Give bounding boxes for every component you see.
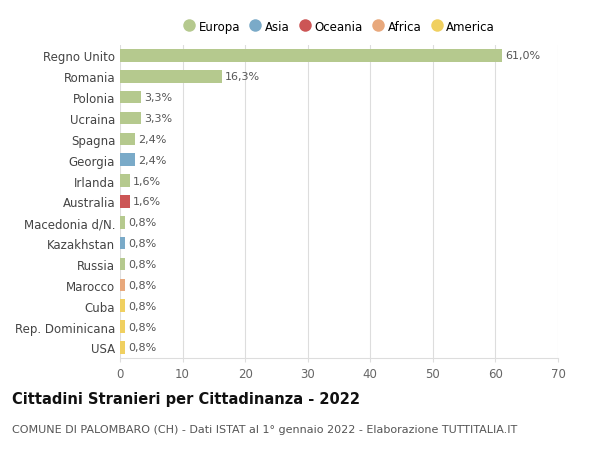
Text: 0,8%: 0,8% — [128, 342, 157, 353]
Bar — [120, 258, 125, 271]
Bar — [120, 341, 125, 354]
Text: Cittadini Stranieri per Cittadinanza - 2022: Cittadini Stranieri per Cittadinanza - 2… — [12, 391, 360, 406]
Text: 61,0%: 61,0% — [505, 51, 540, 62]
Text: 0,8%: 0,8% — [128, 322, 157, 332]
Text: 0,8%: 0,8% — [128, 259, 157, 269]
Bar — [120, 50, 502, 62]
Text: 0,8%: 0,8% — [128, 218, 157, 228]
Text: 3,3%: 3,3% — [144, 114, 172, 124]
Text: 2,4%: 2,4% — [138, 155, 167, 165]
Bar — [120, 71, 222, 84]
Legend: Europa, Asia, Oceania, Africa, America: Europa, Asia, Oceania, Africa, America — [183, 21, 495, 34]
Bar — [120, 196, 130, 208]
Bar — [120, 300, 125, 312]
Text: 16,3%: 16,3% — [225, 72, 260, 82]
Text: 0,8%: 0,8% — [128, 280, 157, 290]
Text: 1,6%: 1,6% — [133, 197, 161, 207]
Bar — [120, 133, 135, 146]
Text: 1,6%: 1,6% — [133, 176, 161, 186]
Bar — [120, 237, 125, 250]
Bar — [120, 175, 130, 187]
Bar — [120, 92, 140, 104]
Bar — [120, 320, 125, 333]
Text: 0,8%: 0,8% — [128, 239, 157, 249]
Bar — [120, 154, 135, 167]
Text: 0,8%: 0,8% — [128, 301, 157, 311]
Bar — [120, 217, 125, 229]
Bar — [120, 112, 140, 125]
Bar — [120, 279, 125, 291]
Text: 2,4%: 2,4% — [138, 134, 167, 145]
Text: COMUNE DI PALOMBARO (CH) - Dati ISTAT al 1° gennaio 2022 - Elaborazione TUTTITAL: COMUNE DI PALOMBARO (CH) - Dati ISTAT al… — [12, 424, 517, 434]
Text: 3,3%: 3,3% — [144, 93, 172, 103]
